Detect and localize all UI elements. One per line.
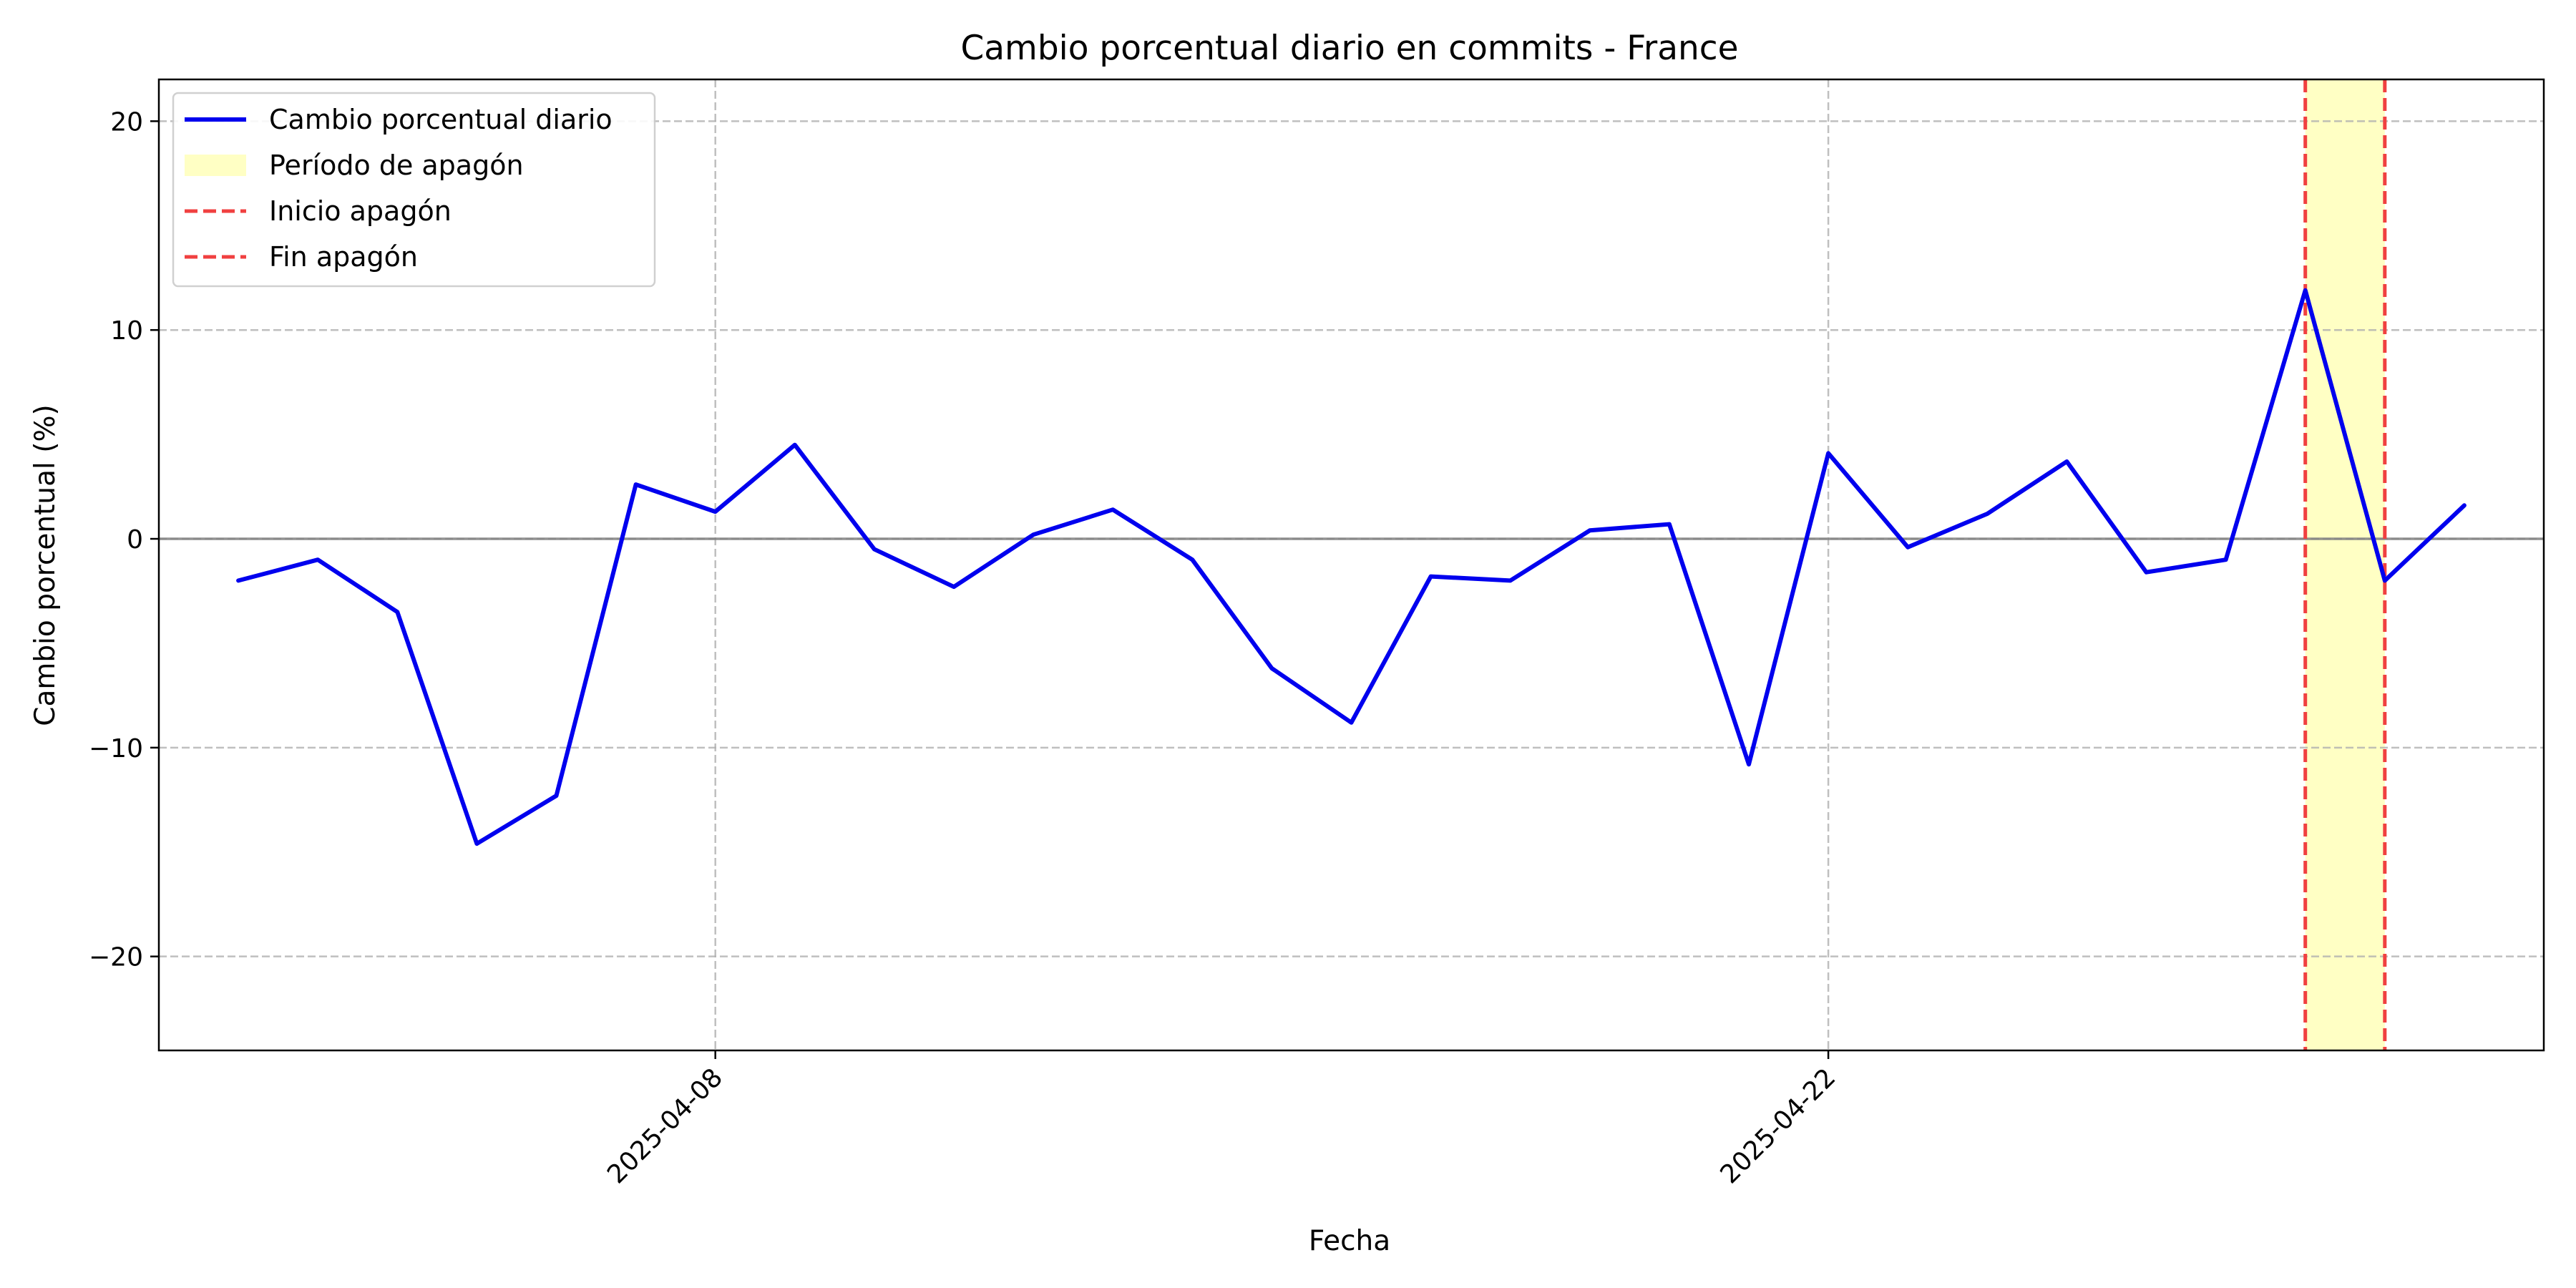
y-tick-label: 20 — [110, 107, 143, 137]
x-axis-label: Fecha — [1309, 1225, 1390, 1257]
legend: Cambio porcentual diario Período de apagó… — [172, 92, 656, 288]
legend-label: Cambio porcentual diario — [269, 104, 613, 135]
legend-label: Período de apagón — [269, 150, 524, 181]
chart-title: Cambio porcentual diario en commits - Fr… — [960, 29, 1738, 68]
legend-label: Inicio apagón — [269, 195, 452, 227]
y-tick-label: −10 — [89, 734, 143, 763]
blackout-span — [2305, 79, 2385, 1050]
legend-label: Fin apagón — [269, 241, 418, 273]
legend-box — [172, 92, 656, 288]
axes-frame — [157, 78, 2545, 1052]
y-axis-label: Cambio porcentual (%) — [29, 404, 62, 726]
series-line — [236, 288, 2467, 847]
y-tick-label: 0 — [127, 525, 143, 555]
y-tick-label: −20 — [89, 943, 143, 972]
y-tick-label: 10 — [110, 316, 143, 346]
legend-patch-swatch — [185, 155, 246, 176]
